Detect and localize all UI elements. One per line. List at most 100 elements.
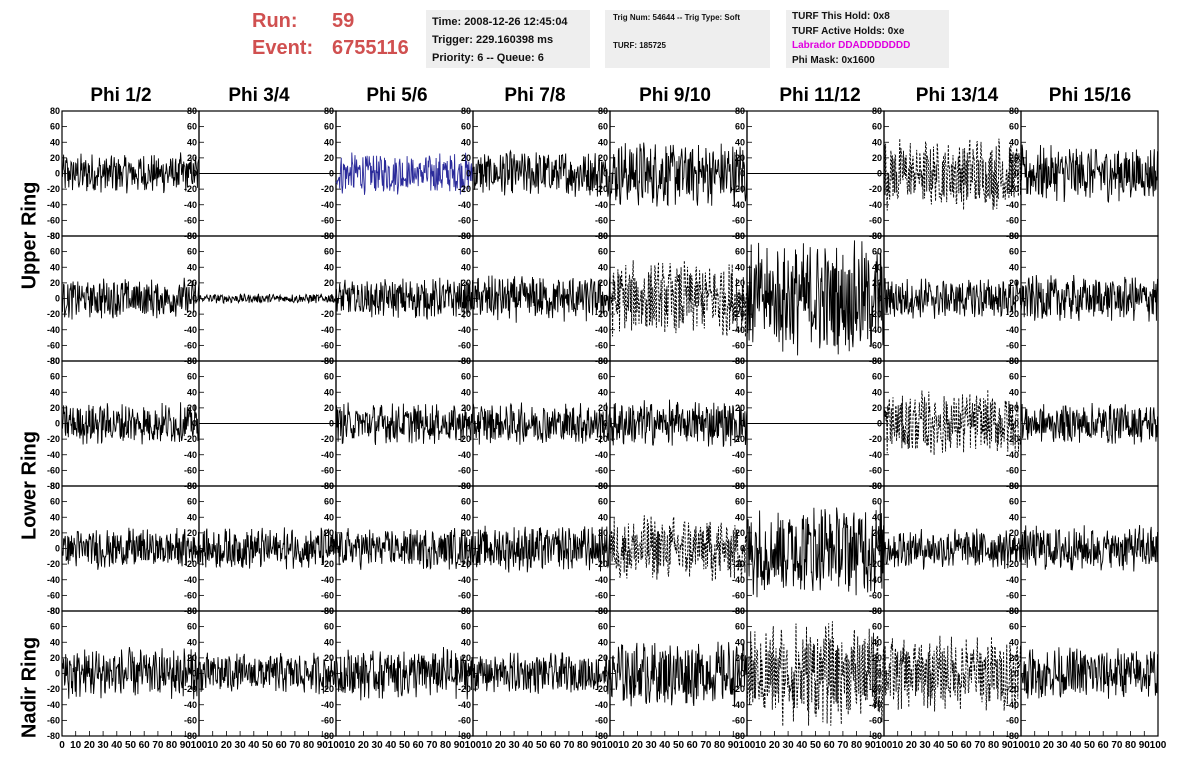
x-tick-label: 30 [920, 740, 932, 751]
panel-r4-c3-ytick-label: 0 [329, 544, 334, 554]
panel-r5-c4-ytick-label: 40 [461, 637, 471, 647]
panel-r2-c7-ytick-label: -40 [869, 325, 882, 335]
panel-r2-c5-trace [609, 260, 748, 337]
panel-r3-c1-ytick-label: 80 [50, 356, 60, 366]
panel-r4-c2-ytick-label: 60 [187, 497, 197, 507]
panel-r5-c1-ytick-label: 80 [50, 606, 60, 616]
panel-r2-c6-ytick-label: -60 [732, 340, 745, 350]
x-tick-label: 60 [824, 740, 836, 751]
panel-r1-c7-ytick-label: 60 [872, 122, 882, 132]
panel-r1-c6-ytick-label: -60 [732, 215, 745, 225]
panel-r5-c1-ytick-label: 0 [55, 669, 60, 679]
trig-num-text: Trig Num: 54644 -- Trig Type: Soft [613, 13, 740, 22]
panel-r4-c7-ytick-label: 40 [872, 512, 882, 522]
panel-r4-c6-ytick-label: -60 [732, 590, 745, 600]
panel-r3-c3-ytick-label: -20 [321, 434, 334, 444]
panel-r3-c8-ytick-label: 0 [1014, 419, 1019, 429]
panel-r4-c5-ytick-label: 20 [598, 528, 608, 538]
panel-r3-c7-ytick-label: 20 [872, 403, 882, 413]
panel-r1-c6-ytick-label: 60 [735, 122, 745, 132]
panel-r1-c6-ytick-label: 40 [735, 137, 745, 147]
panel-r1-c8-trace [1020, 144, 1159, 204]
x-tick-label: 70 [289, 740, 301, 751]
x-tick-label: 20 [358, 740, 370, 751]
panel-r5-c8-ytick-label: 40 [1009, 637, 1019, 647]
turf-num-text: TURF: 185725 [613, 41, 666, 50]
panel-r2-c1-ytick-label: -40 [47, 325, 60, 335]
panel-r1-c7-ytick-label: -20 [869, 184, 882, 194]
panel-r2-c8-ytick-label: 0 [1014, 294, 1019, 304]
x-tick-label: 70 [426, 740, 438, 751]
panel-r1-c5-ytick-label: -20 [595, 184, 608, 194]
panel-r1-c6-ytick-label: -40 [732, 200, 745, 210]
panel-r5-c7-ytick-label: -20 [869, 684, 882, 694]
panel-r1-c2-ytick-label: 40 [187, 137, 197, 147]
panel-r4-c2-ytick-label: -60 [184, 590, 197, 600]
panel-r3-c1-ytick-label: 40 [50, 387, 60, 397]
x-tick-label: 50 [810, 740, 822, 751]
turf-this-hold-text: TURF This Hold: 0x8 [792, 11, 890, 22]
panel-r1-c5-ytick-label: -60 [595, 215, 608, 225]
panel-r4-c6-ytick-label: -20 [732, 559, 745, 569]
panel-r2-c8-ytick-label: 60 [1009, 247, 1019, 257]
x-tick-label: 100 [602, 740, 619, 751]
panel-r3-c4-ytick-label: 0 [466, 419, 471, 429]
panel-r3-c6-ytick-label: 40 [735, 387, 745, 397]
x-tick-label: 50 [1084, 740, 1096, 751]
panel-r3-c5-ytick-label: 60 [598, 372, 608, 382]
panel-r5-c2-ytick-label: 40 [187, 637, 197, 647]
panel-r4-c3-ytick-label: -60 [321, 590, 334, 600]
panel-r5-c8-trace [1020, 647, 1159, 699]
x-tick-label: 100 [328, 740, 345, 751]
panel-r5-c5-ytick-label: -60 [595, 715, 608, 725]
x-tick-label: 10 [892, 740, 904, 751]
panel-r3-c8-ytick-label: 80 [1009, 356, 1019, 366]
panel-r4-c2-ytick-label: 0 [192, 544, 197, 554]
panel-r1-c1-ytick-label: -20 [47, 184, 60, 194]
panel-r1-c5-ytick-label: 0 [603, 169, 608, 179]
panel-r4-c1-ytick-label: 80 [50, 481, 60, 491]
panel-r2-c8-ytick-label: 20 [1009, 278, 1019, 288]
panel-r1-c4-ytick-label: -60 [458, 215, 471, 225]
panel-r5-c5-ytick-label: 20 [598, 653, 608, 663]
panel-r3-c6-ytick-label: 20 [735, 403, 745, 413]
panel-r2-c5-ytick-label: 0 [603, 294, 608, 304]
run-value: 59 [332, 10, 355, 32]
panel-r2-c2-ytick-label: 80 [187, 231, 197, 241]
panel-r5-c3-ytick-label: -20 [321, 684, 334, 694]
panel-r3-c5-ytick-label: 20 [598, 403, 608, 413]
panel-r4-c3-trace [335, 527, 474, 570]
panel-r2-c4-ytick-label: 20 [461, 278, 471, 288]
panel-r5-c2-ytick-label: -40 [184, 700, 197, 710]
event-line: Event: 6755116 [252, 35, 409, 62]
panel-r4-c5-ytick-label: 40 [598, 512, 608, 522]
panel-r1-c1-trace [61, 152, 200, 194]
panel-r2-c4-ytick-label: 80 [461, 231, 471, 241]
panel-r3-c2-ytick-label: 60 [187, 372, 197, 382]
panel-r4-c3-ytick-label: 80 [324, 481, 334, 491]
phi-header-3: Phi 5/6 [366, 85, 428, 106]
panel-r2-c7-ytick-label: -20 [869, 309, 882, 319]
panel-r3-c2-ytick-label: -20 [184, 434, 197, 444]
x-tick-label: 20 [906, 740, 918, 751]
panel-r3-c1-ytick-label: 0 [55, 419, 60, 429]
panel-r4-c8-trace [1020, 524, 1159, 572]
panel-r3-c6-ytick-label: 0 [740, 419, 745, 429]
panel-r2-c1-ytick-label: -80 [47, 356, 60, 366]
panel-r4-c1-ytick-label: 40 [50, 512, 60, 522]
panel-r5-c6-ytick-label: 20 [735, 653, 745, 663]
x-tick-label: 50 [399, 740, 411, 751]
panel-r2-c8-ytick-label: -60 [1006, 340, 1019, 350]
panel-r3-c1-ytick-label: 60 [50, 372, 60, 382]
panel-r3-c3-ytick-label: 0 [329, 419, 334, 429]
panel-r3-c8-ytick-label: -40 [1006, 450, 1019, 460]
panel-r4-c7-trace [883, 528, 1022, 570]
panel-r2-c3-trace [335, 277, 474, 320]
panel-r2-c5-ytick-label: 20 [598, 278, 608, 288]
panel-r3-c4-ytick-label: 60 [461, 372, 471, 382]
panel-r5-c8-ytick-label: 0 [1014, 669, 1019, 679]
panel-r4-c4-ytick-label: 40 [461, 512, 471, 522]
x-tick-label: 20 [495, 740, 507, 751]
panel-r2-c8-ytick-label: 80 [1009, 231, 1019, 241]
event-value: 6755116 [332, 37, 409, 59]
